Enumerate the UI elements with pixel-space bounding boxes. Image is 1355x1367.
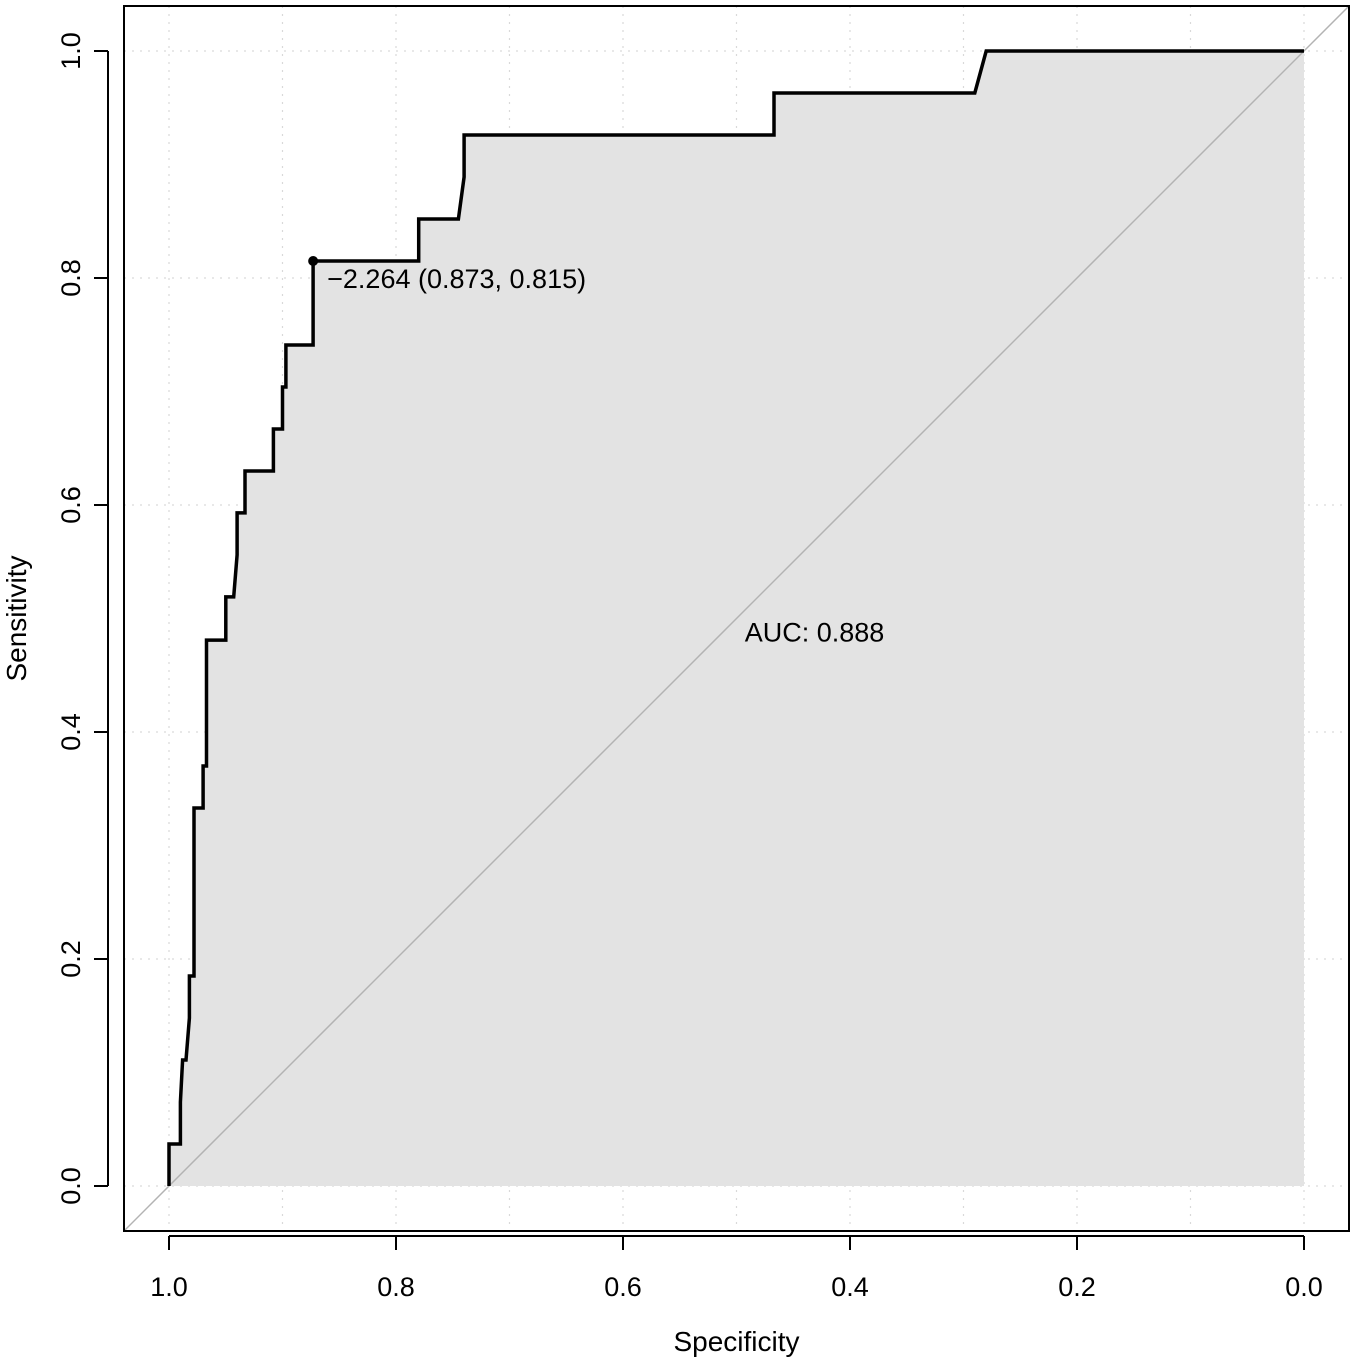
y-tick-label: 0.6 bbox=[56, 486, 86, 524]
x-tick-label: 0.6 bbox=[604, 1272, 642, 1302]
x-tick-label: 0.8 bbox=[377, 1272, 415, 1302]
optimal-point-marker bbox=[308, 255, 319, 266]
plot-frame bbox=[123, 5, 1350, 1232]
x-tick-label: 1.0 bbox=[150, 1272, 188, 1302]
y-tick-label: 0.0 bbox=[56, 1167, 86, 1205]
x-axis: 1.0 0.8 0.6 0.4 0.2 0.0 bbox=[150, 1235, 1323, 1302]
y-axis-label: Sensitivity bbox=[1, 555, 32, 681]
optimal-point-label: −2.264 (0.873, 0.815) bbox=[327, 264, 586, 294]
auc-label: AUC: 0.888 bbox=[745, 618, 885, 648]
roc-curve-line bbox=[167, 49, 1304, 1186]
y-tick-label: 0.8 bbox=[56, 259, 86, 297]
y-axis: 0.0 0.2 0.4 0.6 0.8 1.0 bbox=[56, 32, 109, 1205]
x-axis-label: Specificity bbox=[673, 1326, 799, 1357]
x-tick-label: 0.4 bbox=[831, 1272, 869, 1302]
x-tick-label: 0.0 bbox=[1285, 1272, 1323, 1302]
y-tick-label: 1.0 bbox=[56, 32, 86, 70]
reference-diagonal bbox=[123, 5, 1350, 1232]
y-tick-label: 0.2 bbox=[56, 940, 86, 978]
x-tick-label: 0.2 bbox=[1058, 1272, 1096, 1302]
y-tick-label: 0.4 bbox=[56, 713, 86, 751]
